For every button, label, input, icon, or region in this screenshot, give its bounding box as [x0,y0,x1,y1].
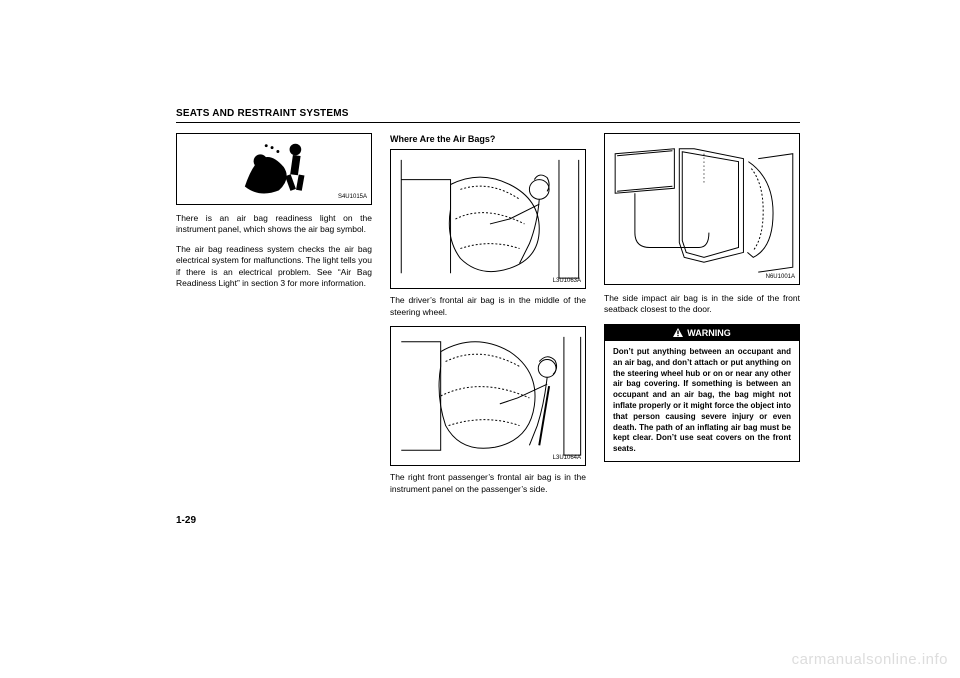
warning-label: WARNING [687,327,731,339]
paragraph: The driver’s frontal air bag is in the m… [390,295,586,318]
column-3: N6U1001A The side impact air bag is in t… [604,133,800,503]
figure-id: N6U1001A [766,273,795,281]
paragraph: The side impact air bag is in the side o… [604,293,800,316]
figure-id: S4U1015A [338,193,367,201]
warning-box: WARNING Don’t put anything between an oc… [604,324,800,462]
paragraph: There is an air bag readiness light on t… [176,213,372,236]
page-number: 1-29 [176,515,800,526]
paragraph: The air bag readiness system checks the … [176,244,372,290]
warning-body: Don’t put anything between an occupant a… [605,341,799,461]
column-1: S4U1015A There is an air bag readiness l… [176,133,372,503]
columns: S4U1015A There is an air bag readiness l… [176,133,800,503]
figure-passenger-airbag: L3U1064A [390,326,586,466]
section-header: SEATS AND RESTRAINT SYSTEMS [176,108,800,123]
figure-id: L3U1063A [553,277,581,285]
watermark: carmanualsonline.info [792,651,948,668]
warning-triangle-icon [673,328,683,338]
figure-side-airbag: N6U1001A [604,133,800,285]
paragraph: The right front passenger’s frontal air … [390,472,586,495]
column-2: Where Are the Air Bags? [390,133,586,503]
figure-airbag-symbol: S4U1015A [176,133,372,205]
figure-id: L3U1064A [553,454,581,462]
subheading: Where Are the Air Bags? [390,133,586,145]
warning-heading: WARNING [605,325,799,341]
figure-driver-airbag: L3U1063A [390,149,586,289]
